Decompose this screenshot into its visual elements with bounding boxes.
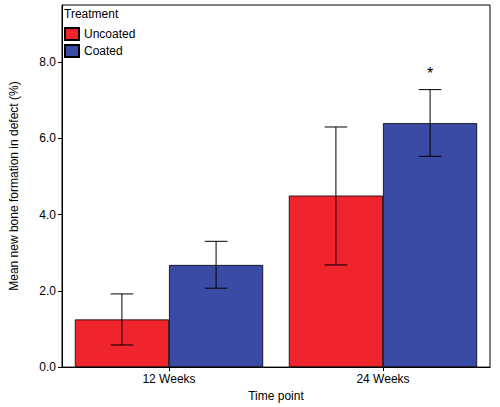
- svg-text:8.0: 8.0: [39, 55, 56, 69]
- svg-text:24 Weeks: 24 Weeks: [356, 372, 409, 386]
- svg-text:*: *: [427, 65, 433, 82]
- svg-text:Time point: Time point: [248, 389, 304, 403]
- svg-text:6.0: 6.0: [39, 131, 56, 145]
- svg-text:Mean new bone formation in def: Mean new bone formation in defect (%): [7, 81, 21, 290]
- svg-text:2.0: 2.0: [39, 284, 56, 298]
- svg-text:Treatment: Treatment: [64, 7, 119, 21]
- svg-text:Uncoated: Uncoated: [84, 27, 135, 41]
- svg-text:4.0: 4.0: [39, 208, 56, 222]
- svg-text:0.0: 0.0: [39, 360, 56, 374]
- svg-text:12 Weeks: 12 Weeks: [142, 372, 195, 386]
- svg-text:Coated: Coated: [84, 44, 123, 58]
